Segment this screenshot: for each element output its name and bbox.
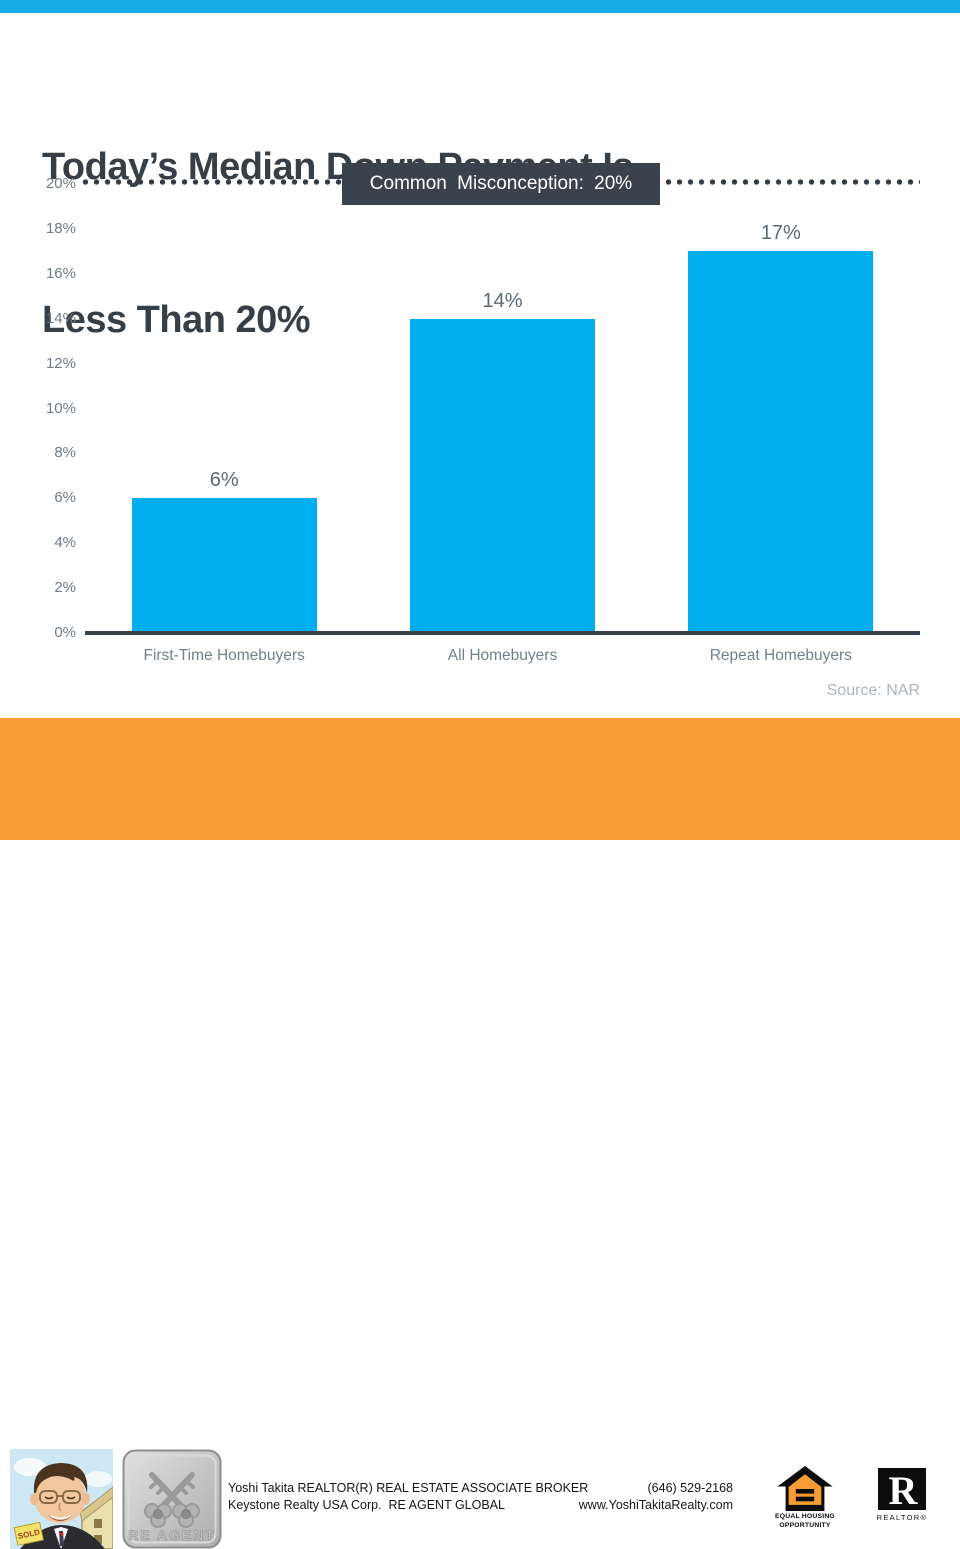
bar-value-label: 17%	[760, 222, 801, 245]
y-axis-tick-label: 20%	[45, 175, 76, 192]
equal-housing-house-icon	[777, 1466, 833, 1511]
y-axis-tick-label: 10%	[45, 399, 76, 417]
misconception-label-box: Common Misconception: 20%	[342, 163, 660, 205]
re-agent-badge: RE AGENT	[122, 1449, 222, 1549]
y-axis-tick-label: 0%	[54, 624, 76, 641]
y-axis-tick-label: 16%	[45, 264, 76, 282]
y-axis-tick-label: 4%	[54, 534, 76, 552]
bar-value-label: 14%	[482, 289, 523, 312]
realtor-logo: R REALTOR®	[875, 1468, 929, 1522]
bar-all-homebuyers	[410, 318, 595, 633]
agent-phone: (646) 529-2168	[647, 1481, 733, 1495]
y-axis-tick-label: 14%	[45, 309, 76, 327]
x-axis-category-label: First-Time Homebuyers	[143, 647, 305, 664]
x-axis-category-label: Repeat Homebuyers	[709, 647, 852, 664]
misconception-label: Common Misconception: 20%	[369, 173, 633, 194]
bar-repeat-homebuyers	[688, 251, 874, 633]
equal-housing-label-line2: OPPORTUNITY	[779, 1521, 831, 1529]
re-agent-badge-label: RE AGENT	[128, 1527, 216, 1543]
bar-first-time-homebuyers	[131, 498, 317, 633]
y-axis-tick-label: 6%	[54, 489, 76, 507]
realtor-label: REALTOR®	[876, 1513, 928, 1522]
y-axis-tick-label: 18%	[45, 219, 76, 237]
y-axis-tick-label: 12%	[45, 354, 76, 372]
equal-housing-label-line1: EQUAL HOUSING	[775, 1513, 835, 1520]
agent-company: Keystone Realty USA Corp. RE AGENT GLOBA…	[228, 1498, 505, 1512]
footer-banner: SOLD	[0, 718, 960, 1549]
agent-website[interactable]: www.YoshiTakitaRealty.com	[578, 1498, 733, 1512]
agent-portrait-image: SOLD	[10, 1449, 113, 1549]
equal-housing-logo: EQUAL HOUSING OPPORTUNITY	[773, 1465, 837, 1529]
y-axis-tick-label: 8%	[54, 444, 76, 462]
svg-text:R: R	[889, 1468, 919, 1510]
agent-contact-block: Yoshi Takita REALTOR(R) REAL ESTATE ASSO…	[228, 1480, 733, 1514]
y-axis-tick-label: 2%	[54, 579, 76, 597]
bar-chart: 0% 2% 4% 6% 8% 10% 12% 14% 16% 18% 20% Common Misc…	[0, 0, 960, 718]
top-accent-strip	[0, 0, 960, 13]
agent-name-title: Yoshi Takita REALTOR(R) REAL ESTATE ASSO…	[228, 1481, 589, 1495]
page-title-line2: Less Than 20%	[42, 299, 311, 341]
bar-value-label: 6%	[209, 469, 239, 492]
source-note: Source: NAR	[826, 682, 920, 699]
x-axis-category-label: All Homebuyers	[447, 647, 558, 664]
x-axis-line	[85, 631, 920, 635]
realtor-r-icon: R	[878, 1468, 926, 1510]
